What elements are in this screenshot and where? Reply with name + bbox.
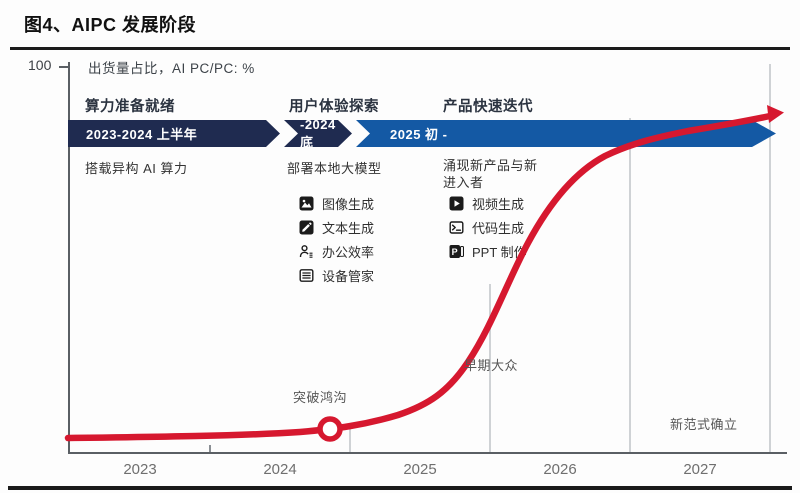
gridline-2027 bbox=[629, 118, 631, 452]
list-item-label: 办公效率 bbox=[322, 245, 375, 260]
axis-tick-2024 bbox=[209, 445, 211, 452]
code-gen-icon bbox=[449, 220, 464, 235]
x-axis-line bbox=[68, 452, 787, 454]
y-axis-max-label: 100 bbox=[28, 57, 52, 73]
axis-caption: 出货量占比，AI PC/PC: % bbox=[88, 61, 255, 76]
list-item-device-manager: 设备管家 bbox=[299, 266, 374, 285]
chasm-marker bbox=[317, 416, 343, 442]
ppt-icon: P bbox=[449, 244, 464, 259]
list-item-text-gen: 文本生成 bbox=[299, 218, 374, 237]
stage3-list-header: 涌现新产品与新进入者 bbox=[443, 158, 538, 190]
year-label-2024: 2024 bbox=[263, 461, 297, 478]
timeline-band-label: 2023-2024 上半年 bbox=[86, 127, 198, 142]
list-item-code-gen: 代码生成 bbox=[449, 218, 524, 237]
figure-bottom-border bbox=[8, 486, 792, 490]
timeline-band-2024-end: -2024 底 bbox=[284, 120, 352, 147]
list-item-image-gen: 图像生成 bbox=[299, 194, 374, 213]
year-label-2027: 2027 bbox=[683, 461, 717, 478]
title-divider bbox=[10, 47, 790, 50]
list-item-video-gen: 视频生成 bbox=[449, 194, 524, 213]
list-item-label: 视频生成 bbox=[472, 197, 525, 212]
list-item-ppt: P PPT 制作 bbox=[449, 242, 527, 261]
stage-header-product-iteration: 产品快速迭代 bbox=[443, 99, 533, 115]
annotation-early-majority: 早期大众 bbox=[464, 358, 519, 373]
annotation-chasm: 突破鸿沟 bbox=[293, 390, 348, 405]
list-item-label: PPT 制作 bbox=[472, 245, 527, 260]
timeline-band-2025-onward: 2025 初 - bbox=[356, 120, 776, 147]
gridline-2028 bbox=[769, 64, 771, 452]
list-item-office-efficiency: 办公效率 bbox=[299, 242, 374, 261]
office-efficiency-icon bbox=[299, 244, 314, 259]
year-label-2023: 2023 bbox=[123, 461, 157, 478]
annotation-new-paradigm: 新范式确立 bbox=[670, 417, 738, 432]
device-manager-icon bbox=[299, 268, 314, 283]
list-item-label: 设备管家 bbox=[322, 269, 375, 284]
stage-header-user-experience: 用户体验探索 bbox=[289, 99, 379, 115]
video-gen-icon bbox=[449, 196, 464, 211]
gridline-2025 bbox=[349, 429, 351, 452]
y-axis-tick bbox=[59, 66, 68, 68]
stage2-list-header: 部署本地大模型 bbox=[287, 161, 382, 176]
text-gen-icon bbox=[299, 220, 314, 235]
svg-text:P: P bbox=[452, 247, 458, 257]
stage1-note: 搭载异构 AI 算力 bbox=[85, 161, 188, 176]
list-item-label: 文本生成 bbox=[322, 221, 375, 236]
year-label-2025: 2025 bbox=[403, 461, 437, 478]
list-item-label: 图像生成 bbox=[322, 197, 375, 212]
year-label-2026: 2026 bbox=[543, 461, 577, 478]
timeline-band-label: -2024 底 bbox=[300, 116, 336, 150]
timeline-band-2023-2024h1: 2023-2024 上半年 bbox=[68, 120, 280, 147]
timeline-band-label: 2025 初 - bbox=[390, 127, 448, 142]
image-gen-icon bbox=[299, 196, 314, 211]
figure-title: 图4、AIPC 发展阶段 bbox=[24, 15, 197, 35]
stage-header-compute-ready: 算力准备就绪 bbox=[85, 99, 175, 115]
list-item-label: 代码生成 bbox=[472, 221, 525, 236]
